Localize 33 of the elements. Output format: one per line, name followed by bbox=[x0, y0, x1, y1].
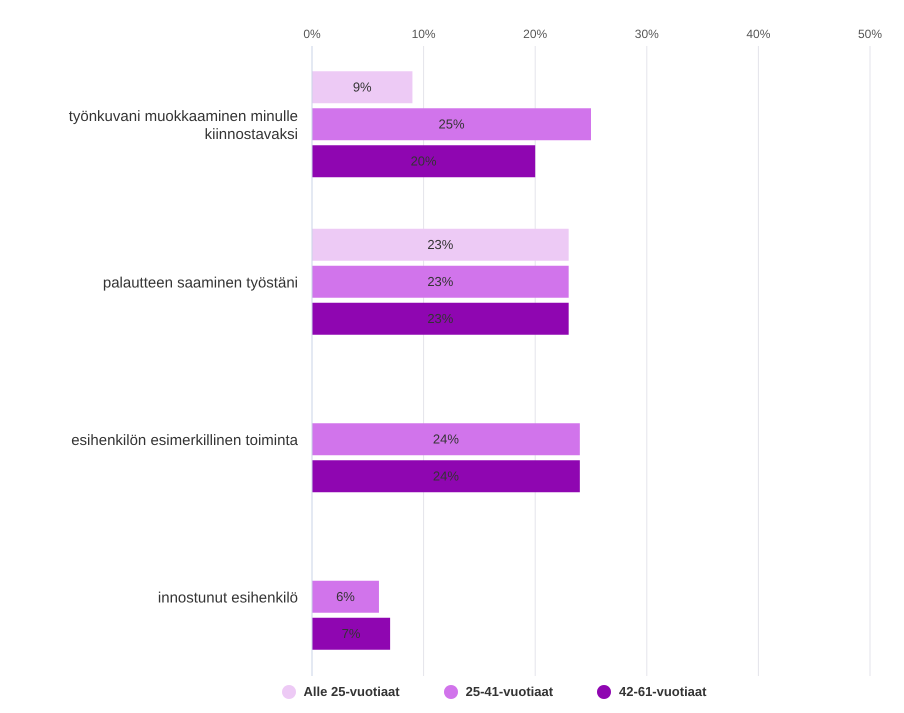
bar bbox=[312, 618, 390, 650]
data-label: 23% bbox=[427, 237, 454, 252]
data-label: 6% bbox=[336, 589, 356, 604]
x-tick-label: 0% bbox=[303, 27, 321, 41]
data-label: 24% bbox=[432, 432, 460, 447]
data-label: 23% bbox=[427, 274, 454, 290]
x-tick-label: 20% bbox=[523, 27, 548, 41]
bar bbox=[312, 266, 569, 298]
bar bbox=[312, 423, 580, 456]
data-label: 24% bbox=[432, 468, 460, 484]
bar bbox=[312, 145, 536, 178]
data-label: 23% bbox=[427, 311, 454, 326]
bar bbox=[312, 302, 569, 335]
y-tick-label: työnkuvani muokkaaminen minulle kiinnostavaksi bbox=[68, 107, 298, 142]
bar bbox=[312, 460, 580, 492]
y-tick-label: innostunut esihenkilö bbox=[158, 588, 298, 606]
data-label: 7% bbox=[342, 626, 361, 642]
bar bbox=[312, 228, 569, 261]
x-tick-label: 10% bbox=[412, 27, 436, 41]
data-label: 9% bbox=[352, 80, 372, 95]
legend-label: 25-41-vuotiaat bbox=[466, 684, 554, 699]
x-tick-label: 30% bbox=[634, 27, 660, 41]
y-tick-label: palautteen saaminen työstäni bbox=[102, 274, 298, 291]
x-tick-label: 50% bbox=[858, 27, 882, 41]
legend-label: 42-61-vuotiaat bbox=[619, 684, 706, 699]
bar bbox=[312, 71, 412, 104]
y-tick-label: esihenkilön esimerkillinen toiminta bbox=[71, 431, 299, 448]
data-label: 20% bbox=[410, 154, 438, 169]
x-tick-label: 40% bbox=[746, 27, 771, 41]
legend-label: Alle 25-vuotiaat bbox=[304, 684, 400, 699]
data-label: 25% bbox=[438, 116, 465, 132]
bar bbox=[312, 580, 379, 613]
bar bbox=[312, 108, 591, 140]
